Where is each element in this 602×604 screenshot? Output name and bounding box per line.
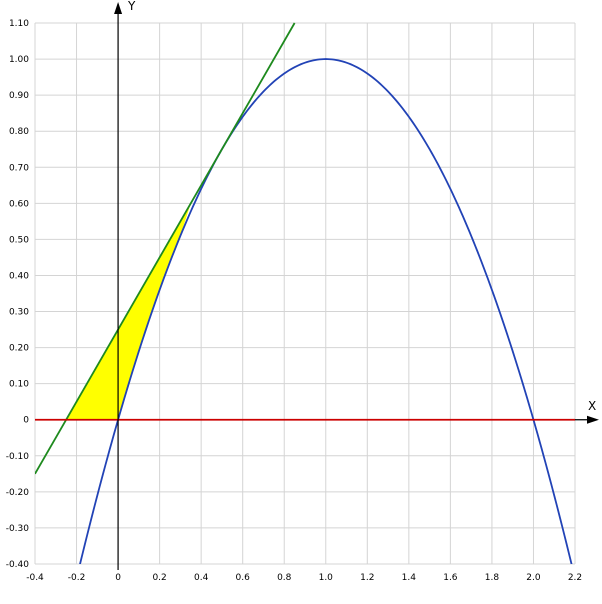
x-tick-label: 1.2: [360, 573, 374, 583]
x-tick-label: 0.8: [277, 573, 292, 583]
x-tick-label: 1.8: [485, 573, 500, 583]
y-tick-label: 1.00: [9, 55, 29, 65]
x-tick-label: 2.2: [568, 573, 582, 583]
y-tick-label: -0.30: [6, 524, 30, 534]
x-tick-label: 2.0: [526, 573, 541, 583]
y-tick-label: 0.60: [9, 199, 29, 209]
y-tick-label: -0.10: [6, 452, 30, 462]
y-axis-label: Y: [127, 0, 136, 13]
tangent-line-series: [35, 22, 296, 475]
x-tick-label: 0.2: [152, 573, 166, 583]
y-tick-label: -0.20: [6, 488, 30, 498]
y-tick-label: 0.40: [9, 271, 29, 281]
x-axis-arrow: [587, 415, 599, 424]
y-tick-label: 0.20: [9, 344, 29, 354]
x-tick-label: 0.6: [236, 573, 251, 583]
x-tick-label: 0.4: [194, 573, 209, 583]
y-tick-label: 0: [23, 416, 29, 426]
x-axis-label: X: [588, 399, 596, 413]
y-tick-label: 0.10: [9, 380, 29, 390]
x-tick-label: -0.4: [26, 573, 44, 583]
y-tick-label: 0.30: [9, 308, 29, 318]
x-tick-label: 1.6: [443, 573, 458, 583]
y-tick-label: 0.90: [9, 91, 29, 101]
y-axis-arrow: [114, 2, 123, 14]
y-tick-label: 0.70: [9, 163, 29, 173]
x-tick-label: 1.4: [402, 573, 417, 583]
y-tick-labels: -0.40 -0.30 -0.20 -0.10 0 0.10 0.20 0.30 0.40 0.5…: [6, 19, 30, 570]
y-tick-label: 0.50: [9, 235, 29, 245]
y-tick-label: 1.10: [9, 19, 29, 29]
x-tick-labels: -0.4 -0.2 0 0.2 0.4 0.6 0.8 1.0 1.2 1.4 1.6 1.8 2.0 2…: [26, 573, 582, 583]
series-lines: [35, 22, 575, 564]
x-tick-label: -0.2: [68, 573, 86, 583]
axes: [114, 2, 599, 570]
y-tick-label: -0.40: [6, 560, 30, 570]
parabola-series: [79, 58, 573, 564]
x-tick-label: 0: [115, 573, 121, 583]
x-tick-label: 1.0: [319, 573, 334, 583]
y-tick-label: 0.80: [9, 127, 29, 137]
